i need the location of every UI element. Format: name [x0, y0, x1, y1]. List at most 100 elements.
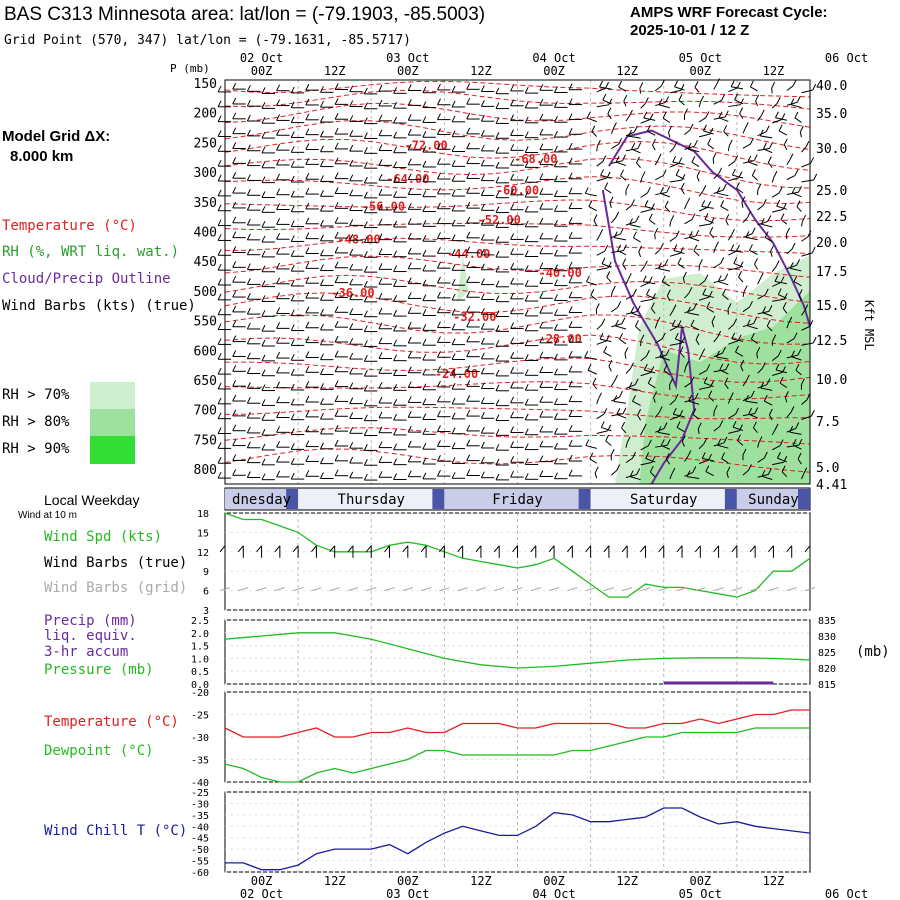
wind-barb-flag	[793, 275, 798, 282]
wind-barb	[684, 145, 695, 150]
wind-barb-flag	[691, 156, 696, 163]
wind-barb-flag	[812, 83, 817, 91]
wind-barb-flag	[554, 383, 558, 390]
wind-barb-flag	[495, 429, 500, 436]
wind-barb-flag	[717, 439, 721, 446]
wind-barb	[757, 457, 765, 463]
wind-barb-flag	[647, 377, 652, 384]
wind-barb	[801, 146, 807, 153]
wind-barb-flag	[748, 464, 752, 471]
pressure-tick-label: 750	[194, 433, 217, 448]
wind-barb-flag	[593, 214, 598, 221]
wind-barb-flag	[276, 426, 281, 433]
pressure-right-tick: 835	[818, 616, 836, 627]
wind-barb-flag	[305, 113, 310, 121]
wind-barb-flag	[495, 221, 500, 228]
wind-barb-flag	[305, 83, 310, 91]
wind-barb-flag	[246, 144, 251, 151]
wind-barb-flag	[692, 466, 697, 473]
wind-barb-flag	[363, 295, 368, 303]
wind-barb-flag	[539, 381, 544, 388]
wind-barb-flag	[539, 202, 544, 210]
wind-barb-flag	[554, 160, 558, 168]
wind-barb-flag	[798, 289, 803, 296]
wind-barb	[742, 143, 751, 149]
wind-barb-flag	[290, 443, 295, 450]
wind-barb	[757, 368, 763, 374]
wind-barb-flag	[246, 189, 251, 196]
wind-barb-flag	[261, 87, 266, 94]
wind-barbs-grid-legend: Wind Barbs (grid)	[44, 580, 188, 596]
wind-barb-flag	[305, 366, 310, 373]
wind-barb-flag	[246, 159, 251, 166]
wind-barb-flag	[510, 307, 515, 314]
wind-barb	[742, 291, 745, 297]
wind-barb-flag	[714, 241, 719, 248]
wind-barb	[640, 445, 649, 451]
wind-barb	[793, 281, 802, 287]
wind-barb-flag	[628, 129, 632, 137]
wind-barb-flag	[232, 172, 237, 179]
wind-barb-flag	[630, 362, 634, 369]
wind-barb-flag	[290, 86, 295, 94]
wind-barb-flag	[803, 467, 808, 474]
wind-barb-flag	[510, 262, 515, 270]
wind-barb-flag	[407, 396, 412, 403]
wind-barb-flag	[610, 449, 615, 456]
wind-barb-flag	[480, 337, 485, 345]
wind-barb	[640, 282, 650, 288]
wind-barb	[636, 162, 641, 169]
wind-barb-flag	[466, 365, 471, 372]
wind-barb-flag	[524, 398, 529, 406]
grid-wind-barb	[713, 587, 724, 592]
wind-barb	[747, 161, 758, 166]
wind-barb-flag	[349, 174, 354, 182]
wind-barb	[708, 396, 715, 402]
wind-barb	[611, 306, 618, 313]
wind-barb-flag	[786, 227, 790, 235]
wind-barb-flag	[305, 173, 310, 180]
wind-barb	[698, 280, 706, 286]
wind-barb-flag	[692, 408, 697, 415]
wind-barb	[698, 354, 703, 360]
wind-barb-flag	[217, 145, 222, 152]
wind-barb-flag	[261, 161, 266, 169]
wind-barb-flag	[290, 101, 295, 108]
wind-barb-flag	[728, 139, 733, 147]
wind-barb-flag	[334, 410, 339, 417]
wind-barb-flag	[740, 98, 744, 105]
surface-wind-barb-flag	[804, 545, 811, 553]
pressure-tick-label: 600	[194, 344, 217, 359]
wind-barb-flag	[276, 351, 281, 359]
wind-barb-flag	[422, 264, 427, 272]
wind-barb	[650, 308, 656, 314]
wind-barb	[599, 86, 612, 90]
wind-barb-flag	[451, 175, 456, 182]
panel-tick-label: 0.0	[191, 680, 209, 691]
wind-barb-flag	[334, 98, 339, 105]
wind-barb	[593, 220, 598, 226]
wind-barb-flag	[524, 369, 529, 376]
wind-barb-flag	[732, 420, 737, 428]
wind-barb-flag	[407, 84, 412, 91]
wind-barb-flag	[305, 202, 310, 210]
wind-barb-flag	[673, 141, 678, 148]
wind-barb	[713, 426, 721, 432]
wind-barb-flag	[539, 84, 544, 91]
wind-barb	[795, 369, 802, 376]
wind-barb-flag	[687, 306, 691, 314]
wind-barb	[617, 250, 627, 256]
wind-barb	[721, 458, 729, 464]
wind-barb	[661, 445, 671, 450]
wind-barb	[640, 266, 645, 273]
wind-barb-flag	[613, 231, 618, 238]
wind-barb	[742, 323, 754, 328]
wind-barb	[801, 236, 809, 242]
wind-barb	[698, 369, 708, 375]
panel-tick-label: -35	[191, 756, 209, 767]
wind-barb-flag	[746, 211, 751, 218]
grid-wind-barb	[384, 587, 395, 592]
wind-barb-flag	[672, 155, 677, 163]
wind-barb-flag	[363, 444, 368, 451]
